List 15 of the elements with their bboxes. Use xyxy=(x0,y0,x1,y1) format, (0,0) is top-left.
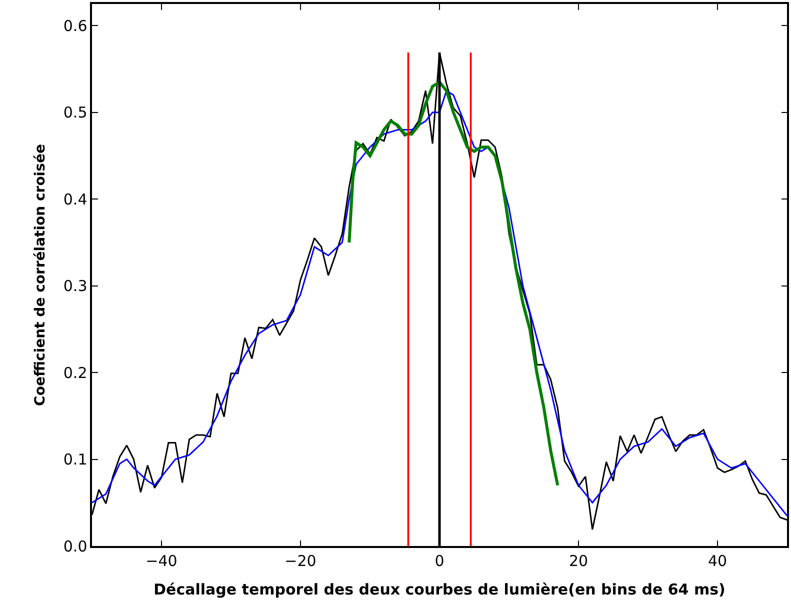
y-tick-label: 0.4 xyxy=(63,190,88,208)
x-tick-label: −20 xyxy=(284,552,316,570)
x-axis-title: Décallage temporel des deux courbes de lumière(en bins de 64 ms) xyxy=(154,580,726,598)
y-tick-label: 0.5 xyxy=(63,104,88,122)
x-tick-label: 20 xyxy=(568,552,588,570)
x-tick-label: −40 xyxy=(146,552,178,570)
y-tick-label: 0.1 xyxy=(63,450,88,469)
x-tick-label: 40 xyxy=(708,552,728,570)
y-tick-label: 0.2 xyxy=(63,364,88,382)
y-axis-title: Coefficient de corrélation croisée xyxy=(32,144,48,406)
y-tick-label: 0.3 xyxy=(63,277,88,296)
x-tick-label: 0 xyxy=(434,552,444,570)
y-tick-label: 0.0 xyxy=(63,537,88,556)
line-series xyxy=(348,80,560,487)
y-tick-label: 0.6 xyxy=(63,16,88,35)
